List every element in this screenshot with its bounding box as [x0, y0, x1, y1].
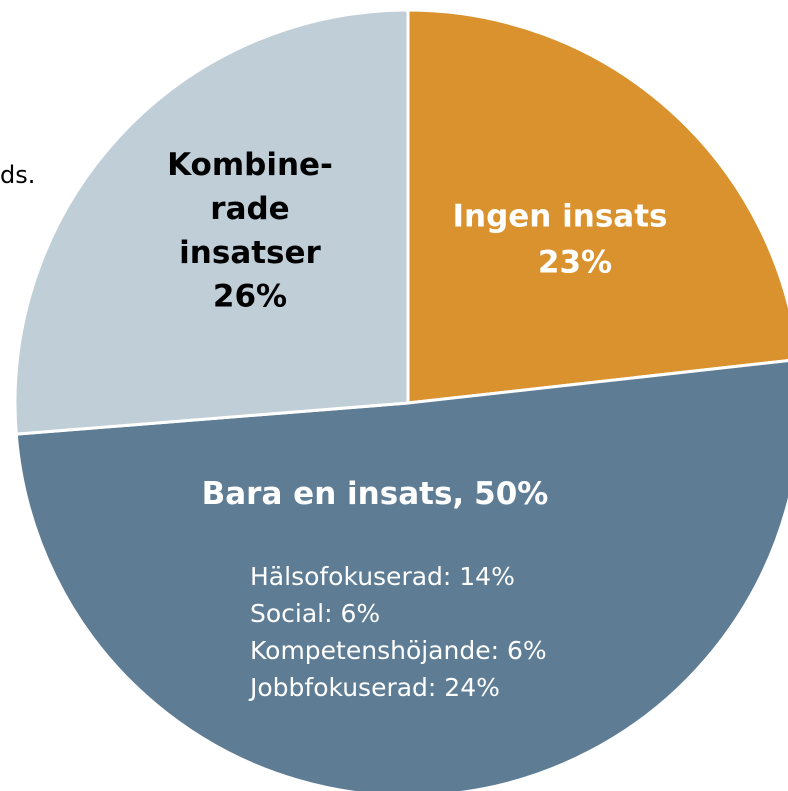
value-label: 23%: [538, 245, 612, 281]
category-line: Kombine-: [167, 147, 333, 183]
breakdown-item: Hälsofokuserad: 14%: [250, 562, 515, 591]
category-label: Ingen insats: [452, 199, 667, 235]
pie-slice: [14, 359, 788, 791]
category-line: insatser: [179, 235, 321, 271]
breakdown-item: Jobbfokuserad: 24%: [248, 673, 500, 702]
category-label: Bara en insats,: [202, 476, 465, 512]
category-label: Kombine-rade insatser: [167, 147, 333, 271]
value-label: 26%: [213, 279, 287, 315]
value-label: 50%: [474, 476, 548, 512]
pie-slice: [13, 8, 410, 436]
slice-label: Bara en insats, 50%: [202, 476, 549, 512]
pie-slice: [406, 8, 788, 405]
annotation: ds.: [0, 161, 35, 189]
breakdown-item: Social: 6%: [250, 599, 380, 628]
category-line: rade: [210, 191, 289, 227]
breakdown-item: Kompetenshöjande: 6%: [250, 636, 547, 665]
